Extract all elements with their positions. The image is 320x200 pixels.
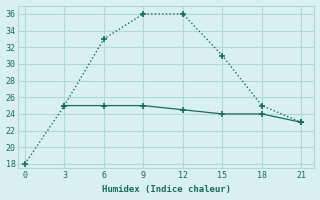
X-axis label: Humidex (Indice chaleur): Humidex (Indice chaleur) xyxy=(102,185,231,194)
